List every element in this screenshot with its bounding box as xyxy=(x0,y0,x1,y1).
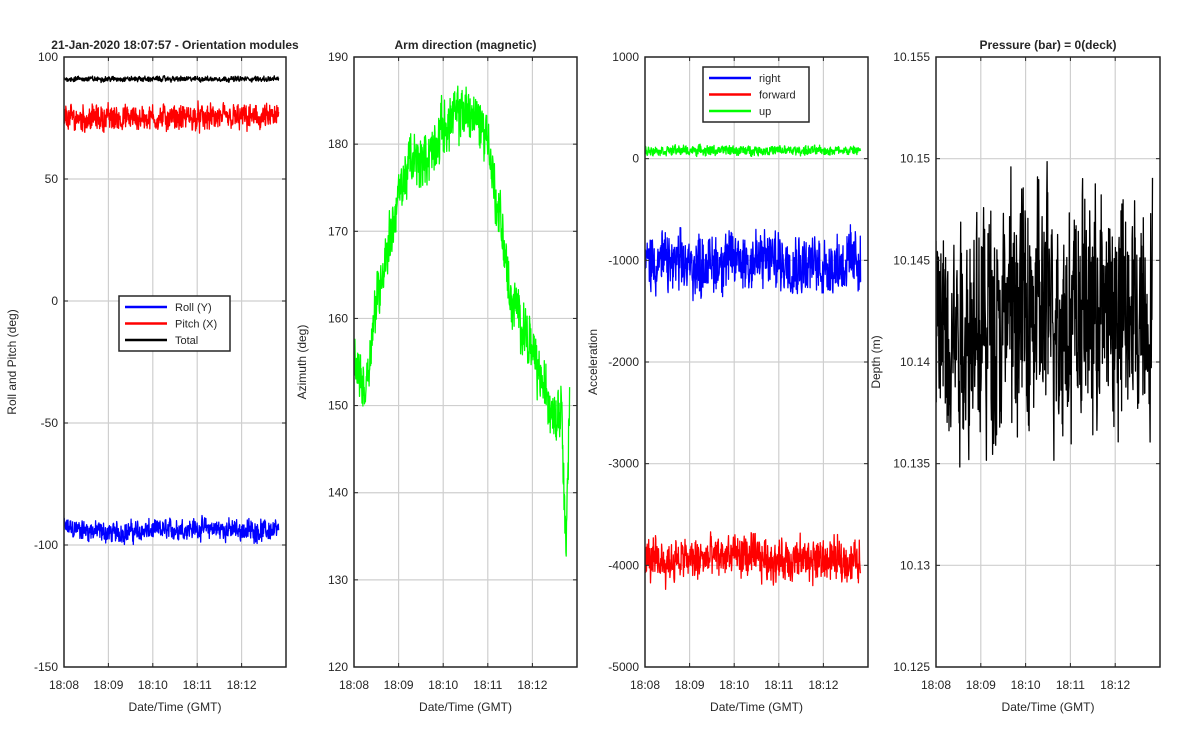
x-tick-label: 18:10 xyxy=(1011,678,1041,692)
y-tick-label: 140 xyxy=(328,486,348,500)
series-line-right xyxy=(645,224,862,302)
y-tick-label: 100 xyxy=(38,50,58,64)
y-tick-label: -3000 xyxy=(608,457,639,471)
chart-title: Arm direction (magnetic) xyxy=(394,38,536,52)
y-tick-label: 10.14 xyxy=(900,355,930,369)
series-line-forward xyxy=(645,531,862,590)
y-tick-label: 10.125 xyxy=(893,660,930,674)
legend-entry-label: up xyxy=(759,106,771,118)
x-tick-label: 18:10 xyxy=(428,678,458,692)
x-tick-label: 18:12 xyxy=(517,678,547,692)
x-tick-label: 18:11 xyxy=(183,678,212,692)
x-tick-label: 18:09 xyxy=(966,678,996,692)
y-tick-label: 130 xyxy=(328,573,348,587)
y-tick-label: -2000 xyxy=(608,355,639,369)
y-tick-label: -5000 xyxy=(608,660,639,674)
x-tick-label: 18:12 xyxy=(808,678,838,692)
y-axis-label: Roll and Pitch (deg) xyxy=(5,309,19,414)
y-tick-label: 0 xyxy=(51,294,58,308)
y-tick-label: 160 xyxy=(328,311,348,325)
x-tick-label: 18:08 xyxy=(339,678,369,692)
chart-panel-3: 18:08 18:09 18:10 18:11 18:12 1000 0 -1000 -2000… xyxy=(586,50,869,714)
y-tick-label: 10.15 xyxy=(900,152,930,166)
x-axis-label: Date/Time (GMT) xyxy=(419,700,512,714)
legend: Roll (Y) Pitch (X) Total xyxy=(118,295,231,352)
series-line-1 xyxy=(936,161,1154,468)
chart-panel-4: 18:08 18:09 18:10 18:11 18:12 10.155 10.15 10.1… xyxy=(869,38,1161,714)
x-tick-label: 18:08 xyxy=(921,678,951,692)
x-tick-label: 18:09 xyxy=(93,678,123,692)
y-tick-label: 10.155 xyxy=(893,50,930,64)
chart-panel-2: 18:08 18:09 18:10 18:11 18:12 190 180 170 160 150… xyxy=(295,38,578,714)
legend-entry-label: Roll (Y) xyxy=(175,302,212,314)
y-tick-label: -100 xyxy=(34,538,58,552)
y-axis-label: Depth (m) xyxy=(869,335,883,388)
legend-entry-label: Total xyxy=(175,335,198,347)
y-tick-label: 1000 xyxy=(612,50,639,64)
y-tick-label: 10.145 xyxy=(893,253,930,267)
chart-title: 21-Jan-2020 18:07:57 - Orientation modul… xyxy=(51,38,299,52)
x-tick-label: 18:09 xyxy=(675,678,705,692)
y-tick-label: -1000 xyxy=(608,253,639,267)
legend-entry-label: Pitch (X) xyxy=(175,319,217,331)
y-axis-label: Acceleration xyxy=(586,329,600,395)
x-tick-label: 18:12 xyxy=(1100,678,1130,692)
legend: right forward up xyxy=(702,66,810,123)
x-tick-label: 18:10 xyxy=(719,678,749,692)
legend-entry-label: forward xyxy=(759,90,796,102)
x-tick-label: 18:10 xyxy=(138,678,168,692)
x-tick-label: 18:11 xyxy=(764,678,793,692)
axes-box xyxy=(353,56,578,668)
x-axis-label: Date/Time (GMT) xyxy=(1002,700,1095,714)
x-axis-label: Date/Time (GMT) xyxy=(129,700,222,714)
series-line-total xyxy=(64,74,280,84)
y-tick-label: 10.13 xyxy=(900,558,930,572)
x-tick-label: 18:09 xyxy=(384,678,414,692)
y-tick-label: -50 xyxy=(41,416,59,430)
x-tick-label: 18:08 xyxy=(49,678,79,692)
x-tick-label: 18:11 xyxy=(1056,678,1085,692)
axes-box xyxy=(63,56,287,668)
series-line-pitch-x xyxy=(64,100,280,134)
y-axis-label: Azimuth (deg) xyxy=(295,325,309,400)
x-tick-label: 18:11 xyxy=(473,678,502,692)
x-tick-label: 18:12 xyxy=(227,678,257,692)
chart-panel-1: 18:08 18:09 18:10 18:11 18:12 100 50 0 -50 -100 -1… xyxy=(5,38,299,714)
x-tick-label: 18:08 xyxy=(630,678,660,692)
y-tick-label: -150 xyxy=(34,660,58,674)
y-tick-label: -4000 xyxy=(608,558,639,572)
y-tick-label: 0 xyxy=(632,152,639,166)
chart-title: Pressure (bar) = 0(deck) xyxy=(979,38,1116,52)
series-line-1 xyxy=(354,85,571,557)
y-tick-label: 120 xyxy=(328,660,348,674)
series-line-up xyxy=(645,143,862,158)
legend-entry-label: right xyxy=(759,73,780,85)
y-tick-label: 50 xyxy=(45,172,59,186)
y-tick-label: 180 xyxy=(328,137,348,151)
x-axis-label: Date/Time (GMT) xyxy=(710,700,803,714)
y-tick-label: 190 xyxy=(328,50,348,64)
series-line-roll-y xyxy=(64,514,280,546)
y-tick-label: 170 xyxy=(328,224,348,238)
y-tick-label: 10.135 xyxy=(893,457,930,471)
y-tick-label: 150 xyxy=(328,399,348,413)
